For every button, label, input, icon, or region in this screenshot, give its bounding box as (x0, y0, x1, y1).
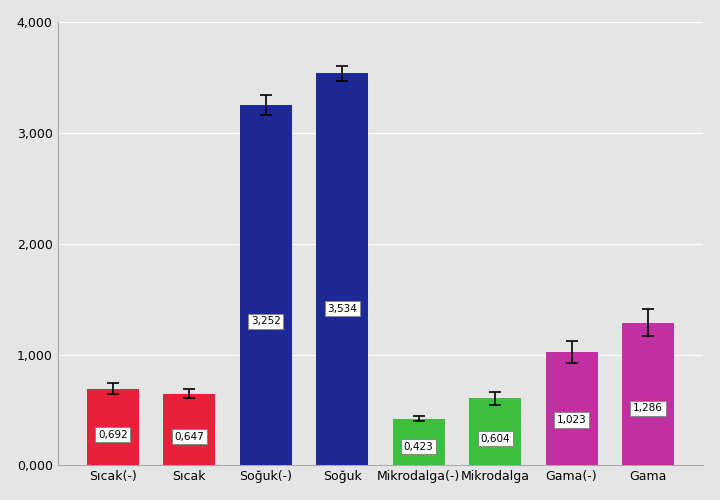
Bar (622, 323, 674, 466)
Text: 3,252: 3,252 (251, 316, 281, 326)
Text: 0,423: 0,423 (404, 442, 433, 452)
Text: 1,286: 1,286 (633, 404, 663, 413)
Text: 1,023: 1,023 (557, 415, 586, 425)
Bar (469, 398, 521, 466)
Text: 3,534: 3,534 (328, 304, 357, 314)
Text: 0,647: 0,647 (174, 432, 204, 442)
Bar (546, 352, 598, 466)
Text: 0,692: 0,692 (98, 430, 127, 440)
Bar (392, 418, 445, 466)
Bar (163, 394, 215, 466)
Text: 0,604: 0,604 (480, 434, 510, 444)
Bar (240, 104, 292, 466)
Bar (87, 388, 139, 466)
Bar (316, 74, 368, 466)
